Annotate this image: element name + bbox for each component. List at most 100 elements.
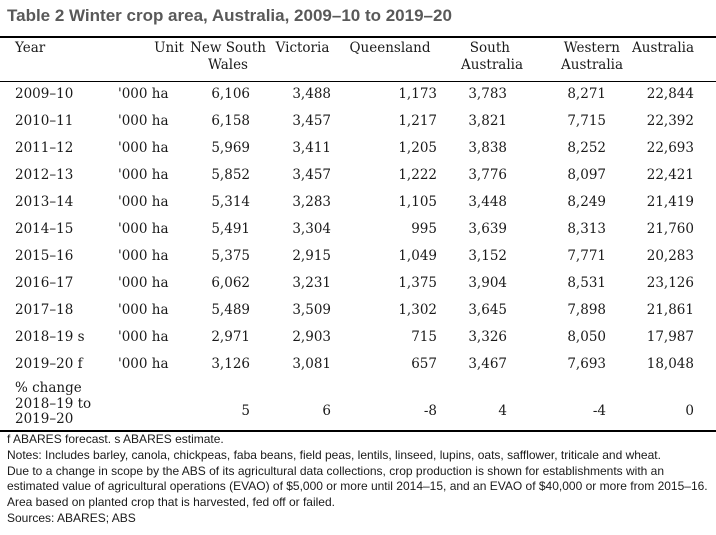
cell-vic: 3,488 <box>292 86 331 102</box>
cell-vic: 3,411 <box>292 140 331 156</box>
table-row: 2016–17 '000 ha 6,062 3,231 1,375 3,904 8,531 2… <box>0 270 716 297</box>
cell-qld: 995 <box>411 221 437 237</box>
cell-year: 2018–19 s <box>15 329 85 345</box>
cell-wa: 8,271 <box>567 86 606 102</box>
cell-aus: 22,693 <box>646 140 694 156</box>
cell-aus: 22,844 <box>646 86 694 102</box>
cell-unit: '000 ha <box>118 140 169 156</box>
cell-wa: 8,097 <box>567 167 606 183</box>
cell-unit: '000 ha <box>118 248 169 264</box>
cell-vic: 3,283 <box>292 194 331 210</box>
cell-nsw: 5,969 <box>211 140 250 156</box>
cell-year: 2015–16 <box>15 248 74 264</box>
cell-year: 2013–14 <box>15 194 74 210</box>
cell-vic: 3,304 <box>292 221 331 237</box>
cell-nsw: 6,062 <box>211 275 250 291</box>
col-header-qld: Queensland <box>349 40 431 56</box>
cell-qld: 1,217 <box>398 113 437 129</box>
cell-year: 2016–17 <box>15 275 74 291</box>
change-label: % change 2018–19 to 2019–20 <box>15 380 92 427</box>
cell-aus: 23,126 <box>646 275 694 291</box>
cell-sa: 3,838 <box>468 140 507 156</box>
cell-aus: 22,392 <box>646 113 694 129</box>
cell-year: 2009–10 <box>15 86 74 102</box>
cell-unit: '000 ha <box>118 221 169 237</box>
cell-vic: 3,231 <box>292 275 331 291</box>
cell-unit: '000 ha <box>118 113 169 129</box>
col-header-unit: Unit <box>154 40 184 56</box>
cell-vic: 2,903 <box>292 329 331 345</box>
cell-qld: 1,222 <box>398 167 437 183</box>
change-cell-vic: 6 <box>322 403 331 420</box>
cell-sa: 3,639 <box>468 221 507 237</box>
cell-nsw: 2,971 <box>211 329 250 345</box>
cell-unit: '000 ha <box>118 86 169 102</box>
bottom-rule <box>0 430 716 432</box>
change-cell-sa: 4 <box>498 403 507 420</box>
cell-wa: 7,771 <box>567 248 606 264</box>
table-row: 2013–14 '000 ha 5,314 3,283 1,105 3,448 8,249 2… <box>0 189 716 216</box>
cell-wa: 7,898 <box>567 302 606 318</box>
col-header-sa: South Australia <box>461 40 523 73</box>
cell-qld: 1,049 <box>398 248 437 264</box>
table-row: 2018–19 s '000 ha 2,971 2,903 715 3,326 8,050 1… <box>0 324 716 351</box>
cell-nsw: 5,489 <box>211 302 250 318</box>
footnote-sources: Sources: ABARES; ABS <box>7 510 136 525</box>
table-row: 2015–16 '000 ha 5,375 2,915 1,049 3,152 7,771 2… <box>0 243 716 270</box>
cell-wa: 7,715 <box>567 113 606 129</box>
cell-vic: 3,509 <box>292 302 331 318</box>
cell-year: 2010–11 <box>15 113 74 129</box>
cell-sa: 3,448 <box>468 194 507 210</box>
header-row: Year Unit New South Wales Victoria Queens… <box>0 40 716 81</box>
cell-qld: 715 <box>411 329 437 345</box>
cell-nsw: 5,375 <box>211 248 250 264</box>
change-cell-qld: -8 <box>423 403 437 420</box>
cell-nsw: 3,126 <box>211 356 250 372</box>
header-rule <box>0 81 716 82</box>
cell-wa: 7,693 <box>567 356 606 372</box>
cell-year: 2017–18 <box>15 302 74 318</box>
cell-sa: 3,326 <box>468 329 507 345</box>
cell-sa: 3,467 <box>468 356 507 372</box>
footnote-scope: Due to a change in scope by the ABS of i… <box>7 463 708 510</box>
cell-wa: 8,249 <box>567 194 606 210</box>
footnote-notes: Notes: Includes barley, canola, chickpea… <box>7 447 661 462</box>
cell-sa: 3,904 <box>468 275 507 291</box>
cell-nsw: 6,106 <box>211 86 250 102</box>
cell-aus: 22,421 <box>646 167 694 183</box>
cell-sa: 3,776 <box>468 167 507 183</box>
cell-year: 2012–13 <box>15 167 74 183</box>
cell-vic: 3,457 <box>292 113 331 129</box>
change-cell-wa: -4 <box>592 403 606 420</box>
change-cell-nsw: 5 <box>241 403 250 420</box>
table-row: 2014–15 '000 ha 5,491 3,304 995 3,639 8,313 21,… <box>0 216 716 243</box>
cell-nsw: 5,852 <box>211 167 250 183</box>
cell-wa: 8,252 <box>567 140 606 156</box>
col-header-aus: Australia <box>632 40 694 56</box>
table-row: 2019–20 f '000 ha 3,126 3,081 657 3,467 7,693 1… <box>0 351 716 378</box>
footnote-legend: f ABARES forecast. s ABARES estimate. <box>7 432 224 446</box>
cell-year: 2014–15 <box>15 221 74 237</box>
cell-unit: '000 ha <box>118 356 169 372</box>
change-unit <box>118 378 190 432</box>
cell-qld: 1,173 <box>398 86 437 102</box>
cell-qld: 657 <box>411 356 437 372</box>
cell-nsw: 6,158 <box>211 113 250 129</box>
winter-crop-table: Year Unit New South Wales Victoria Queens… <box>0 40 716 432</box>
change-cell-aus: 0 <box>685 403 694 420</box>
table-row: 2017–18 '000 ha 5,489 3,509 1,302 3,645 7,898 2… <box>0 297 716 324</box>
cell-sa: 3,152 <box>468 248 507 264</box>
cell-qld: 1,105 <box>398 194 437 210</box>
col-header-vic: Victoria <box>275 40 330 56</box>
table-row: 2012–13 '000 ha 5,852 3,457 1,222 3,776 8,097 2… <box>0 162 716 189</box>
cell-aus: 17,987 <box>646 329 694 345</box>
col-header-year: Year <box>15 40 46 56</box>
cell-aus: 18,048 <box>646 356 694 372</box>
cell-aus: 20,283 <box>646 248 694 264</box>
top-rule <box>0 36 716 38</box>
table-title: Table 2 Winter crop area, Australia, 200… <box>7 6 452 25</box>
cell-vic: 3,081 <box>292 356 331 372</box>
cell-nsw: 5,491 <box>211 221 250 237</box>
cell-wa: 8,050 <box>567 329 606 345</box>
cell-unit: '000 ha <box>118 167 169 183</box>
